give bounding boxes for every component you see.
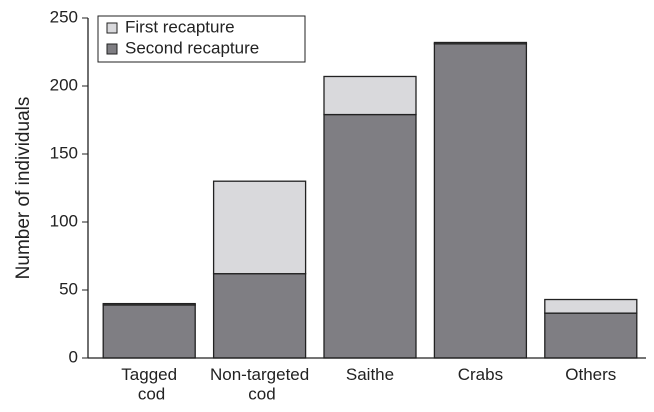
y-tick-label: 200: [50, 75, 78, 94]
bar-segment: [212, 180, 307, 275]
x-tick-label: Non-targeted cod: [210, 365, 309, 404]
bar-segment: [433, 41, 528, 45]
bar-segment: [544, 298, 638, 314]
bar-segment: [323, 75, 417, 116]
bar-segment: [212, 273, 307, 359]
legend-swatch: [106, 22, 118, 34]
bar-segment: [544, 312, 638, 359]
y-tick-label: 50: [59, 279, 78, 298]
bar-segment: [102, 302, 196, 306]
y-tick-label: 150: [50, 143, 78, 162]
x-tick-label: Crabs: [458, 365, 503, 384]
y-tick-label: 250: [50, 7, 78, 26]
y-tick-label: 100: [50, 211, 78, 230]
legend-label: Second recapture: [125, 38, 259, 57]
legend-swatch: [106, 43, 118, 55]
bar-segment: [323, 113, 417, 359]
legend-box: [97, 15, 306, 63]
x-tick-label: Others: [565, 365, 616, 384]
bar-segment: [102, 304, 196, 359]
x-tick-label: Saithe: [346, 365, 394, 384]
x-tick-label: Tagged cod: [121, 365, 177, 404]
y-axis-label: Number of individuals: [13, 97, 34, 280]
bar-segment: [433, 43, 528, 359]
legend-label: First recapture: [125, 17, 235, 36]
y-tick-label: 0: [69, 347, 78, 366]
